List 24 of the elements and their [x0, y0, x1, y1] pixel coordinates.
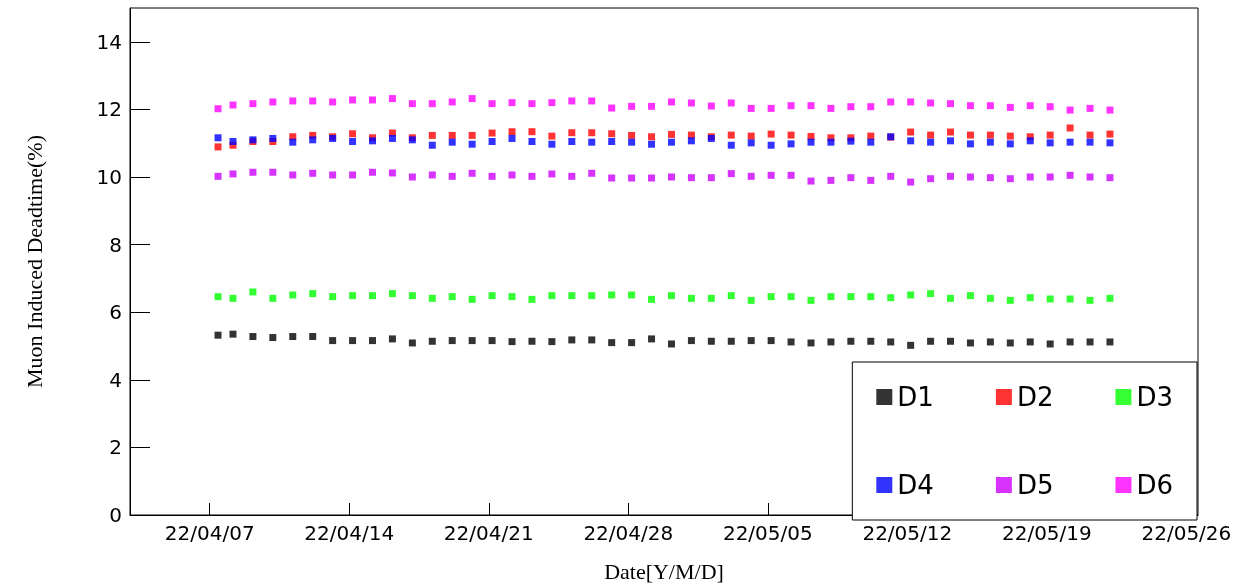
- legend-label: D3: [1136, 382, 1173, 412]
- y-tick-label: 4: [109, 367, 122, 392]
- legend-label: D2: [1016, 382, 1054, 412]
- y-tick-label: 2: [109, 435, 122, 460]
- y-tick-label: 10: [96, 165, 122, 189]
- legend-label: D4: [897, 470, 934, 500]
- x-tick-label: 22/05/05: [722, 521, 813, 545]
- y-tick-label: 0: [109, 503, 122, 527]
- x-tick-label: 22/04/14: [304, 521, 395, 545]
- legend-label: D5: [1016, 470, 1054, 500]
- x-tick-label: 22/05/19: [1001, 521, 1092, 545]
- y-tick-label: 14: [96, 29, 122, 54]
- y-axis-title: Muon Induced Deadtime(%): [21, 135, 47, 388]
- x-tick-label: 22/04/07: [164, 521, 255, 545]
- x-tick-label: 22/04/21: [443, 521, 534, 545]
- y-tick-label: 12: [96, 97, 122, 122]
- legend-label: D6: [1136, 470, 1173, 500]
- x-tick-label: 22/05/12: [862, 521, 953, 545]
- y-tick-label: 6: [109, 300, 122, 325]
- legend-label: D1: [897, 382, 934, 412]
- y-tick-label: 8: [109, 232, 122, 257]
- x-tick-label: 22/05/26: [1141, 521, 1232, 545]
- x-tick-label: 22/04/28: [583, 521, 674, 545]
- x-axis-title: Date[Y/M/D]: [604, 558, 724, 584]
